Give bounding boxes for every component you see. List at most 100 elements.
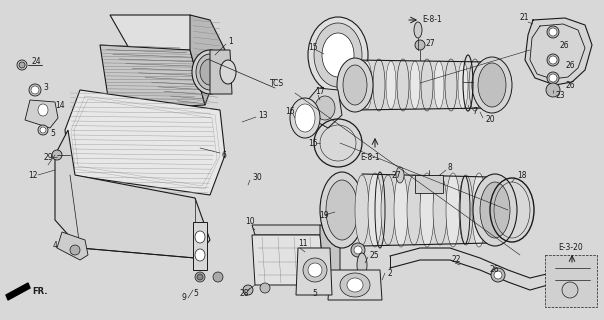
- Ellipse shape: [337, 58, 373, 112]
- Ellipse shape: [195, 231, 205, 243]
- Polygon shape: [25, 100, 58, 128]
- Ellipse shape: [433, 175, 447, 245]
- Polygon shape: [252, 235, 325, 285]
- Ellipse shape: [308, 263, 322, 277]
- Ellipse shape: [421, 59, 433, 111]
- Text: E-8-1: E-8-1: [360, 154, 380, 163]
- Text: 5: 5: [312, 289, 317, 298]
- Ellipse shape: [480, 182, 510, 238]
- Text: 13: 13: [258, 110, 268, 119]
- Text: 7: 7: [472, 108, 477, 116]
- Text: 4: 4: [53, 241, 58, 250]
- Bar: [415, 175, 443, 193]
- Ellipse shape: [414, 22, 422, 38]
- Ellipse shape: [40, 127, 46, 133]
- Ellipse shape: [396, 167, 404, 183]
- Text: FR.: FR.: [32, 287, 48, 297]
- Ellipse shape: [307, 283, 317, 293]
- Ellipse shape: [373, 59, 385, 111]
- Ellipse shape: [386, 61, 396, 109]
- Text: 26: 26: [565, 81, 574, 90]
- Polygon shape: [6, 283, 30, 300]
- Ellipse shape: [243, 285, 253, 295]
- Ellipse shape: [343, 65, 367, 105]
- Ellipse shape: [562, 282, 578, 298]
- Ellipse shape: [355, 175, 369, 245]
- Bar: [545, 255, 597, 307]
- Ellipse shape: [29, 84, 41, 96]
- Ellipse shape: [549, 28, 557, 36]
- Ellipse shape: [549, 74, 557, 82]
- Text: TCS: TCS: [270, 78, 284, 87]
- Text: 26: 26: [490, 266, 500, 275]
- Ellipse shape: [322, 33, 354, 77]
- Ellipse shape: [220, 60, 236, 84]
- Ellipse shape: [349, 59, 361, 111]
- Ellipse shape: [320, 172, 364, 248]
- Ellipse shape: [315, 96, 335, 120]
- Text: 12: 12: [28, 171, 37, 180]
- Text: 10: 10: [245, 218, 255, 227]
- Ellipse shape: [195, 272, 205, 282]
- Text: 11: 11: [298, 238, 307, 247]
- Ellipse shape: [473, 174, 517, 246]
- Ellipse shape: [478, 63, 506, 107]
- Ellipse shape: [547, 72, 559, 84]
- Ellipse shape: [410, 61, 420, 109]
- Ellipse shape: [196, 54, 224, 90]
- Ellipse shape: [354, 246, 362, 254]
- Ellipse shape: [368, 173, 382, 247]
- Ellipse shape: [381, 175, 395, 245]
- Ellipse shape: [469, 59, 481, 111]
- Ellipse shape: [70, 245, 80, 255]
- Ellipse shape: [547, 26, 559, 38]
- Polygon shape: [55, 130, 210, 258]
- Polygon shape: [193, 222, 207, 270]
- Ellipse shape: [19, 62, 25, 68]
- Text: 3: 3: [43, 84, 48, 92]
- Ellipse shape: [197, 274, 203, 280]
- Ellipse shape: [357, 253, 367, 277]
- Ellipse shape: [362, 61, 372, 109]
- Polygon shape: [57, 232, 88, 260]
- Ellipse shape: [491, 268, 505, 282]
- Ellipse shape: [17, 60, 27, 70]
- Ellipse shape: [340, 273, 370, 297]
- Ellipse shape: [420, 173, 434, 247]
- Ellipse shape: [326, 180, 358, 240]
- Polygon shape: [308, 88, 342, 128]
- Text: 28: 28: [240, 289, 249, 298]
- Polygon shape: [296, 248, 332, 295]
- Ellipse shape: [446, 173, 460, 247]
- Polygon shape: [210, 50, 232, 94]
- Polygon shape: [328, 270, 382, 300]
- Ellipse shape: [415, 40, 425, 50]
- Ellipse shape: [445, 59, 457, 111]
- Text: E-8-1: E-8-1: [422, 15, 442, 25]
- Ellipse shape: [472, 173, 486, 247]
- Ellipse shape: [397, 59, 409, 111]
- Text: 5: 5: [193, 289, 198, 298]
- Ellipse shape: [458, 61, 468, 109]
- Text: E-3-20: E-3-20: [558, 244, 583, 252]
- Ellipse shape: [295, 104, 315, 132]
- Text: 27: 27: [425, 38, 435, 47]
- Text: 23: 23: [555, 91, 565, 100]
- Ellipse shape: [290, 98, 320, 138]
- Text: 5: 5: [50, 129, 55, 138]
- Ellipse shape: [482, 61, 492, 109]
- Text: 26: 26: [560, 41, 570, 50]
- Ellipse shape: [192, 50, 228, 94]
- Polygon shape: [190, 15, 225, 105]
- Text: 22: 22: [452, 255, 461, 265]
- Text: 2: 2: [387, 268, 392, 277]
- Ellipse shape: [347, 278, 363, 292]
- Ellipse shape: [434, 61, 444, 109]
- Text: 20: 20: [485, 116, 495, 124]
- Ellipse shape: [303, 258, 327, 282]
- Ellipse shape: [547, 54, 559, 66]
- Text: 25: 25: [370, 251, 380, 260]
- Text: 21: 21: [520, 13, 530, 22]
- Text: 17: 17: [315, 87, 324, 97]
- Ellipse shape: [394, 173, 408, 247]
